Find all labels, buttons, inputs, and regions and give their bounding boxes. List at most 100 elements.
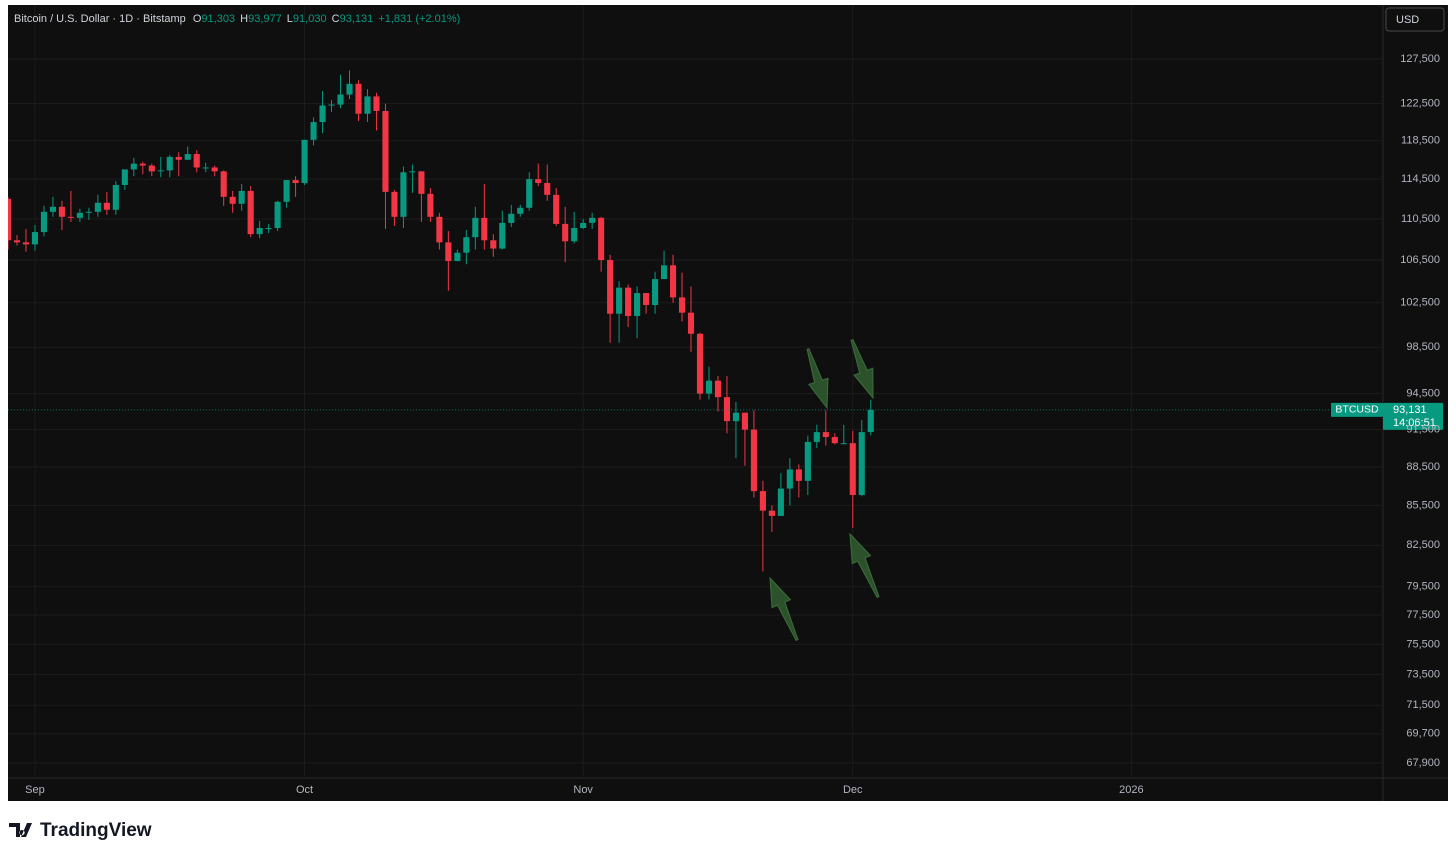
annotation-arrow: [806, 348, 829, 410]
candle-body: [777, 488, 784, 516]
candle-body: [535, 179, 542, 184]
x-tick-label: Oct: [296, 784, 313, 796]
candle-body: [472, 217, 479, 238]
candle-body: [130, 163, 137, 170]
candle-body: [580, 222, 587, 228]
y-tick-label: 122,500: [1400, 98, 1440, 110]
candle-body: [768, 510, 775, 516]
y-tick-label: 75,500: [1406, 638, 1440, 650]
candle-body: [274, 201, 281, 228]
candle-body: [454, 252, 461, 262]
ohlc-value: 93,977: [248, 13, 282, 25]
candle-body: [445, 242, 452, 262]
y-tick-label: 85,500: [1406, 499, 1440, 511]
candle-body: [607, 260, 614, 314]
candle-body: [849, 443, 856, 496]
candle-body: [732, 412, 739, 422]
candle-body: [40, 211, 48, 233]
symbol: Bitcoin / U.S. Dollar · 1D · Bitstamp: [14, 13, 186, 25]
candle-body: [418, 171, 425, 194]
price-tag: [1383, 402, 1443, 430]
y-tick-label: 98,500: [1406, 341, 1440, 353]
x-tick-label: Nov: [573, 784, 593, 796]
candle-body: [705, 380, 713, 394]
candle-body: [867, 409, 874, 433]
candle-body: [175, 156, 182, 160]
candle-body: [741, 412, 748, 430]
candle-body: [355, 83, 362, 114]
y-tick-label: 94,500: [1406, 388, 1440, 400]
candle-body: [166, 156, 173, 171]
candle-body: [436, 216, 443, 243]
ohlc-label: H: [240, 13, 248, 25]
candle-body: [804, 441, 811, 481]
grid: [8, 5, 1383, 778]
y-tick-label: 77,500: [1406, 609, 1440, 621]
candle-body: [382, 110, 389, 192]
candle-body: [840, 443, 847, 445]
ohlc-value: 91,030: [293, 13, 327, 25]
candle-body: [553, 194, 560, 224]
candle-body: [544, 183, 551, 195]
currency[interactable]: USD: [1396, 14, 1419, 26]
candles: [8, 70, 874, 572]
y-tick-label: 118,500: [1401, 135, 1440, 147]
candle-body: [391, 191, 398, 217]
ohlc-value: 93,131: [340, 13, 374, 25]
x-tick-label: 2026: [1119, 784, 1143, 796]
y-tick-label: 73,500: [1406, 668, 1440, 680]
candle-body: [184, 154, 191, 160]
candle-body: [616, 287, 623, 314]
x-tick-label: Sep: [25, 784, 45, 796]
candle-body: [499, 222, 506, 249]
candle-body: [795, 469, 802, 481]
candle-body: [490, 240, 497, 249]
candle-body: [121, 169, 128, 185]
candle-body: [229, 196, 236, 204]
candle-body: [193, 154, 200, 168]
ohlc-label: O: [193, 13, 202, 25]
annotation-arrow: [850, 339, 874, 400]
candle-body: [660, 265, 668, 280]
currency-button[interactable]: [1385, 7, 1445, 32]
candle-body: [786, 469, 793, 489]
candle-body: [625, 287, 632, 316]
candle-body: [76, 212, 83, 218]
change: +1,831 (+2.01%): [378, 13, 460, 25]
y-tick-label: 102,500: [1400, 297, 1440, 309]
candle-body: [8, 198, 12, 241]
y-tick-label: 127,500: [1400, 53, 1440, 65]
candle-body: [265, 227, 272, 229]
y-tick-label: 110,500: [1401, 213, 1440, 225]
y-tick-label: 71,500: [1406, 699, 1440, 711]
candle-body: [517, 207, 524, 214]
candle-body: [813, 432, 820, 442]
candle-body: [220, 171, 227, 197]
candle-body: [346, 83, 353, 95]
candle-body: [858, 432, 865, 496]
candle-body: [652, 279, 659, 305]
ohlc-label: L: [287, 13, 293, 25]
price-tag-value: 93,131: [1393, 404, 1427, 416]
candle-body: [319, 105, 326, 123]
candle-body: [157, 170, 164, 172]
candle-body: [148, 165, 155, 172]
y-tick-label: 79,500: [1406, 581, 1440, 593]
candle-body: [759, 491, 766, 511]
candle-body: [723, 397, 731, 422]
annotation-arrow: [769, 576, 799, 642]
candle-body: [373, 96, 380, 111]
candle-body: [301, 139, 308, 184]
candle-body: [687, 312, 695, 334]
ohlc-label: C: [332, 13, 340, 25]
y-tick-label: 91,500: [1406, 424, 1440, 436]
y-tick-label: 82,500: [1406, 539, 1440, 551]
price-tag-countdown: 14:06:51: [1393, 417, 1436, 429]
candle-body: [103, 202, 110, 210]
candle-body: [562, 223, 569, 242]
candle-body: [463, 237, 470, 253]
candle-body: [750, 429, 757, 492]
candle-body: [678, 297, 686, 313]
